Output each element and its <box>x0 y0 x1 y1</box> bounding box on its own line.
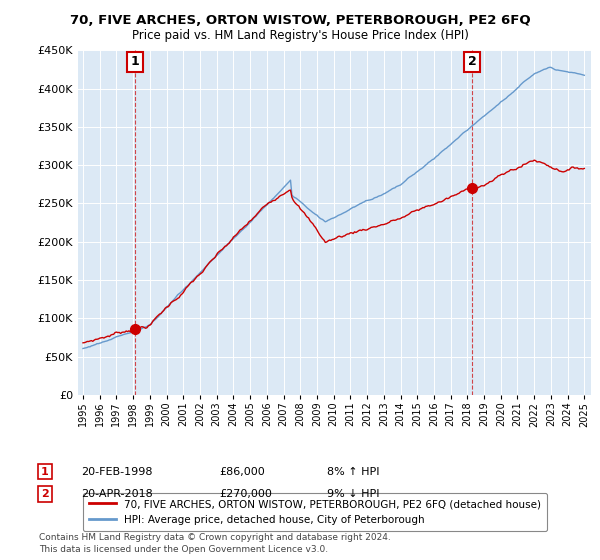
Text: £270,000: £270,000 <box>219 489 272 499</box>
Text: 9% ↓ HPI: 9% ↓ HPI <box>327 489 380 499</box>
Text: Contains HM Land Registry data © Crown copyright and database right 2024.: Contains HM Land Registry data © Crown c… <box>39 533 391 542</box>
Text: 1: 1 <box>131 55 140 68</box>
Text: 20-APR-2018: 20-APR-2018 <box>81 489 153 499</box>
Legend: 70, FIVE ARCHES, ORTON WISTOW, PETERBOROUGH, PE2 6FQ (detached house), HPI: Aver: 70, FIVE ARCHES, ORTON WISTOW, PETERBORO… <box>83 493 547 531</box>
Text: 2: 2 <box>41 489 49 499</box>
Text: £86,000: £86,000 <box>219 466 265 477</box>
Text: 70, FIVE ARCHES, ORTON WISTOW, PETERBOROUGH, PE2 6FQ: 70, FIVE ARCHES, ORTON WISTOW, PETERBORO… <box>70 14 530 27</box>
Text: Price paid vs. HM Land Registry's House Price Index (HPI): Price paid vs. HM Land Registry's House … <box>131 29 469 42</box>
Text: 2: 2 <box>468 55 477 68</box>
Text: 20-FEB-1998: 20-FEB-1998 <box>81 466 152 477</box>
Text: 1: 1 <box>41 466 49 477</box>
Text: This data is licensed under the Open Government Licence v3.0.: This data is licensed under the Open Gov… <box>39 545 328 554</box>
Text: 8% ↑ HPI: 8% ↑ HPI <box>327 466 380 477</box>
